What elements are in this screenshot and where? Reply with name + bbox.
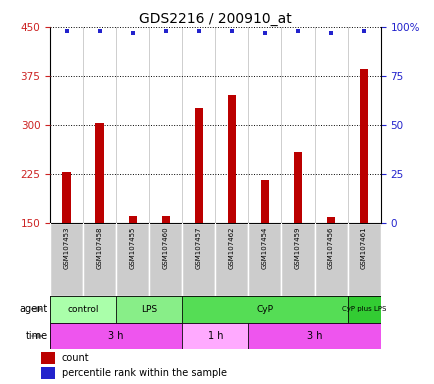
Bar bbox=[50, 223, 83, 296]
Bar bbox=[50, 323, 182, 349]
Bar bbox=[182, 296, 347, 323]
Text: LPS: LPS bbox=[141, 305, 157, 314]
Bar bbox=[161, 216, 169, 223]
Bar bbox=[260, 180, 268, 223]
Bar bbox=[347, 223, 380, 296]
Bar bbox=[248, 323, 380, 349]
Text: 3 h: 3 h bbox=[108, 331, 124, 341]
Bar bbox=[128, 216, 136, 223]
Bar bbox=[293, 152, 301, 223]
Text: 3 h: 3 h bbox=[306, 331, 322, 341]
Bar bbox=[314, 223, 347, 296]
Text: GSM107459: GSM107459 bbox=[294, 227, 300, 269]
Text: GSM107454: GSM107454 bbox=[261, 227, 267, 269]
Bar bbox=[227, 95, 235, 223]
Text: percentile rank within the sample: percentile rank within the sample bbox=[62, 368, 226, 378]
Bar bbox=[182, 223, 215, 296]
Text: count: count bbox=[62, 353, 89, 363]
Text: GSM107453: GSM107453 bbox=[63, 227, 69, 269]
Bar bbox=[326, 217, 335, 223]
Text: GSM107461: GSM107461 bbox=[360, 227, 366, 269]
Text: GSM107462: GSM107462 bbox=[228, 227, 234, 269]
Text: GSM107456: GSM107456 bbox=[327, 227, 333, 269]
Bar bbox=[41, 367, 55, 379]
Text: 1 h: 1 h bbox=[207, 331, 223, 341]
Text: CyP: CyP bbox=[256, 305, 273, 314]
Bar bbox=[62, 172, 70, 223]
Bar bbox=[116, 296, 182, 323]
Text: CyP plus LPS: CyP plus LPS bbox=[341, 306, 385, 312]
Bar bbox=[116, 223, 149, 296]
Text: agent: agent bbox=[20, 304, 48, 314]
Text: GSM107460: GSM107460 bbox=[162, 227, 168, 269]
Title: GDS2216 / 200910_at: GDS2216 / 200910_at bbox=[138, 12, 291, 26]
Text: time: time bbox=[26, 331, 48, 341]
Text: GSM107457: GSM107457 bbox=[195, 227, 201, 269]
Bar bbox=[41, 352, 55, 364]
Bar bbox=[215, 223, 248, 296]
Bar bbox=[182, 323, 248, 349]
Text: GSM107458: GSM107458 bbox=[96, 227, 102, 269]
Bar bbox=[194, 109, 202, 223]
Bar bbox=[248, 223, 281, 296]
Bar bbox=[83, 223, 116, 296]
Bar bbox=[281, 223, 314, 296]
Bar bbox=[149, 223, 182, 296]
Text: GSM107455: GSM107455 bbox=[129, 227, 135, 269]
Bar bbox=[359, 70, 367, 223]
Bar bbox=[50, 296, 116, 323]
Bar bbox=[95, 123, 104, 223]
Bar bbox=[347, 296, 380, 323]
Text: control: control bbox=[67, 305, 99, 314]
